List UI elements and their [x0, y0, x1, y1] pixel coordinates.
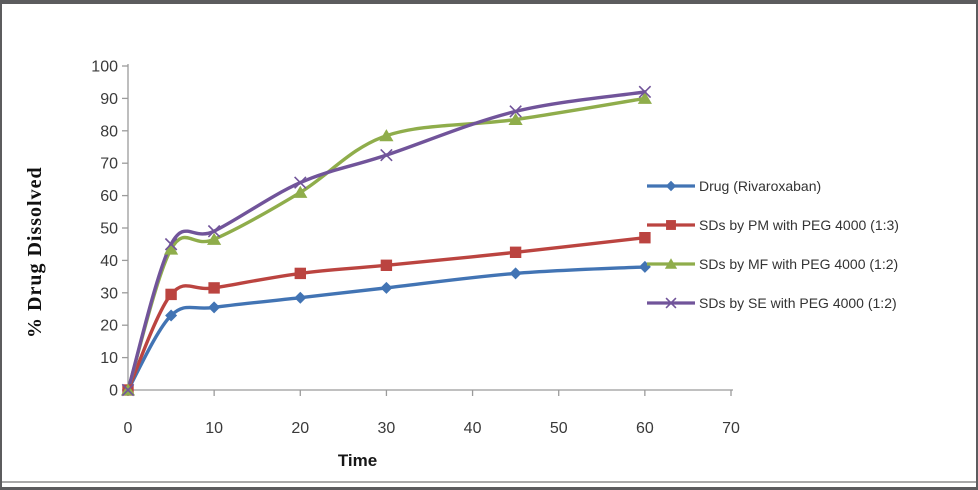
diamond-marker	[665, 180, 677, 191]
y-tick-label: 10	[100, 350, 118, 367]
x-marker	[294, 176, 307, 189]
y-tick-label: 100	[91, 59, 118, 76]
square-marker	[294, 267, 306, 280]
chart-legend: Drug (Rivaroxaban) SDs by PM with PEG 400…	[646, 176, 899, 312]
chart-bottom-rule	[0, 481, 978, 483]
triangle-marker	[379, 129, 394, 142]
y-tick-label: 60	[100, 188, 118, 205]
triangle-marker	[508, 112, 523, 126]
y-tick-label: 0	[109, 383, 118, 400]
diamond-marker	[509, 267, 522, 280]
x-marker	[164, 237, 178, 251]
triangle-marker	[164, 242, 179, 255]
x-tick-label: 30	[378, 420, 396, 437]
x-tick-label: 70	[722, 420, 740, 437]
legend-item-3: SDs by MF with PEG 4000 (1:2)	[646, 254, 899, 273]
legend-item-2: SDs by PM with PEG 4000 (1:3)	[646, 215, 899, 234]
x-tick-label: 60	[636, 420, 654, 437]
legend-label: Drug (Rivaroxaban)	[699, 177, 822, 194]
x-marker	[380, 148, 393, 162]
x-marker	[665, 296, 677, 309]
x-tick-label: 0	[124, 420, 133, 437]
x-marker	[638, 85, 652, 99]
diamond-marker	[208, 301, 221, 314]
square-marker	[509, 246, 522, 258]
x-axis-title: Time	[337, 451, 378, 470]
legend-x-swatch-icon	[647, 296, 695, 309]
square-marker	[380, 259, 393, 271]
diamond-marker	[294, 291, 307, 304]
legend-label: SDs by MF with PEG 4000 (1:2)	[699, 255, 899, 272]
y-tick-label: 30	[100, 285, 118, 302]
x-marker	[509, 105, 522, 118]
series-line-3	[126, 96, 647, 392]
legend-label: SDs by SE with PEG 4000 (1:2)	[699, 294, 897, 311]
y-axis-title: % Drug Dissolved	[24, 166, 46, 338]
y-tick-label: 20	[100, 318, 118, 335]
triangle-marker	[293, 185, 308, 198]
triangle-marker	[637, 91, 652, 104]
x-tick-label: 40	[464, 420, 482, 437]
y-tick-label: 40	[100, 253, 118, 270]
diamond-marker	[380, 281, 393, 294]
y-tick-label: 50	[100, 221, 118, 238]
square-marker	[208, 282, 220, 294]
x-tick-label: 10	[205, 420, 223, 437]
square-marker	[666, 219, 676, 230]
legend-diamond-swatch-icon	[647, 180, 695, 191]
legend-label: SDs by PM with PEG 4000 (1:3)	[699, 216, 899, 233]
x-marker	[207, 224, 221, 238]
triangle-marker	[664, 257, 678, 269]
x-tick-label: 20	[291, 420, 309, 437]
legend-triangle-swatch-icon	[647, 257, 695, 269]
x-tick-label: 50	[550, 420, 568, 437]
square-marker	[639, 232, 651, 244]
triangle-marker	[207, 232, 222, 245]
square-marker	[165, 288, 177, 301]
legend-item-1: Drug (Rivaroxaban)	[646, 176, 899, 195]
legend-square-swatch-icon	[647, 219, 695, 230]
diamond-marker	[165, 309, 178, 322]
y-tick-label: 90	[100, 91, 118, 108]
y-tick-label: 70	[100, 156, 118, 173]
y-tick-label: 80	[100, 123, 118, 140]
legend-item-4: SDs by SE with PEG 4000 (1:2)	[646, 293, 899, 312]
x-marker	[121, 383, 135, 397]
